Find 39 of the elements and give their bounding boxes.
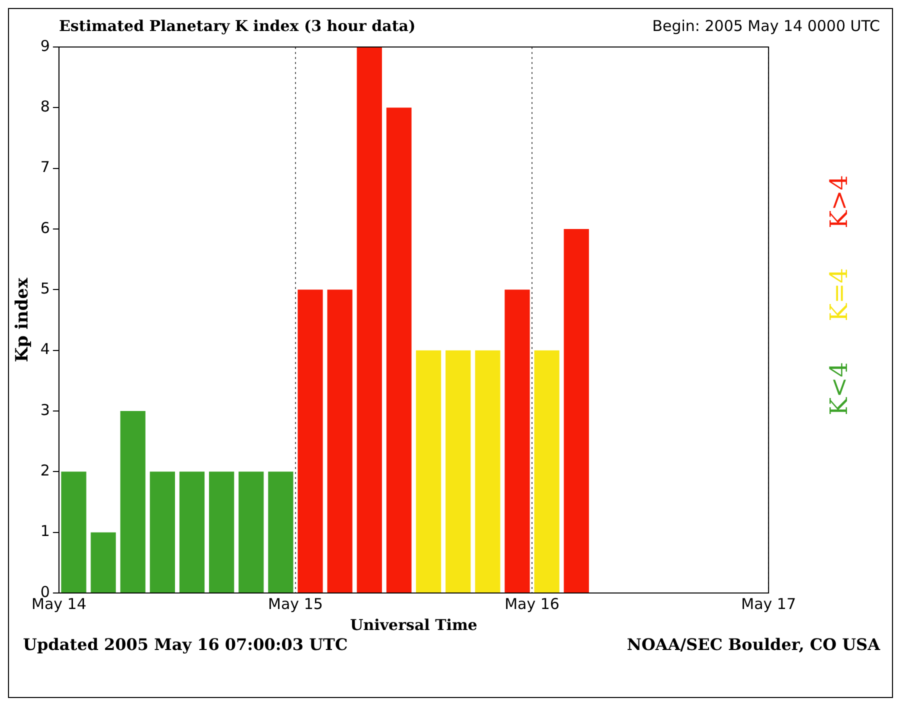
bar — [446, 350, 471, 592]
bar — [90, 532, 116, 592]
y-tick-label: 3 — [40, 400, 50, 419]
bar — [61, 472, 86, 592]
y-tick-label: 2 — [40, 462, 50, 480]
x-tick-label: May 15 — [268, 594, 323, 613]
bar — [298, 290, 323, 592]
bar — [327, 290, 352, 592]
bar — [238, 472, 264, 592]
text: NOAA/SEC Boulder, CO USA — [626, 635, 880, 654]
x-tick-label: May 17 — [741, 594, 796, 613]
bar — [209, 472, 234, 592]
y-tick-label: 5 — [40, 280, 50, 298]
y-tick-label: 8 — [40, 98, 50, 116]
bar — [356, 47, 382, 592]
bar — [416, 350, 442, 592]
y-tick-label: 7 — [40, 158, 50, 176]
bar — [268, 472, 294, 592]
bar — [475, 350, 500, 592]
y-tick-label: 9 — [40, 36, 50, 55]
bar — [179, 472, 205, 592]
bar — [534, 350, 560, 592]
bar — [120, 411, 146, 592]
x-axis-title: Universal Time — [350, 616, 478, 634]
text: Updated 2005 May 16 07:00:03 UTC — [23, 635, 348, 654]
bar — [564, 229, 589, 592]
x-tick-label: May 16 — [504, 594, 560, 613]
bar — [504, 290, 530, 592]
chart-title: Estimated Planetary K index (3 hour data) — [59, 17, 416, 35]
bar — [150, 472, 175, 592]
y-axis-title: Kp index — [12, 277, 33, 362]
text: K<4 — [825, 362, 853, 415]
text: K=4 — [825, 268, 853, 322]
bar — [386, 108, 412, 592]
y-tick-label: 1 — [40, 522, 50, 540]
chart-subtitle: Begin: 2005 May 14 0000 UTC — [652, 17, 880, 35]
y-tick-label: 4 — [40, 340, 50, 358]
y-tick-label: 6 — [40, 218, 50, 237]
text: K>4 — [825, 175, 853, 228]
